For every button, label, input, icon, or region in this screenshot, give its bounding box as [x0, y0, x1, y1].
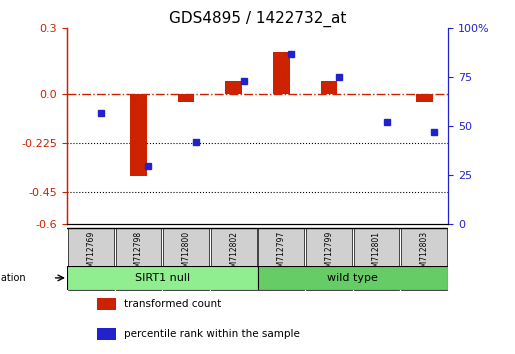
Text: percentile rank within the sample: percentile rank within the sample — [124, 329, 300, 339]
FancyBboxPatch shape — [306, 228, 352, 290]
Text: wild type: wild type — [328, 273, 378, 283]
FancyBboxPatch shape — [67, 266, 258, 290]
Bar — [273, 52, 289, 94]
Text: GSM712769: GSM712769 — [87, 231, 95, 278]
FancyBboxPatch shape — [258, 266, 448, 290]
FancyBboxPatch shape — [115, 228, 161, 290]
Bar — [321, 81, 337, 94]
Text: GSM712802: GSM712802 — [229, 231, 238, 277]
Text: genotype/variation: genotype/variation — [0, 273, 26, 283]
Text: SIRT1 null: SIRT1 null — [134, 273, 190, 283]
Text: GSM712799: GSM712799 — [324, 231, 333, 278]
Text: GSM712797: GSM712797 — [277, 231, 286, 278]
Text: GSM712801: GSM712801 — [372, 231, 381, 277]
FancyBboxPatch shape — [68, 228, 114, 290]
Bar — [97, 298, 116, 310]
Bar — [130, 94, 147, 176]
Title: GDS4895 / 1422732_at: GDS4895 / 1422732_at — [169, 11, 346, 27]
Bar — [416, 94, 433, 102]
FancyBboxPatch shape — [354, 228, 400, 290]
FancyBboxPatch shape — [163, 228, 209, 290]
Bar — [178, 94, 194, 102]
FancyBboxPatch shape — [211, 228, 256, 290]
FancyBboxPatch shape — [259, 228, 304, 290]
Text: GSM712798: GSM712798 — [134, 231, 143, 277]
FancyBboxPatch shape — [401, 228, 447, 290]
Text: GSM712800: GSM712800 — [182, 231, 191, 277]
Bar — [97, 328, 116, 340]
Bar — [226, 81, 242, 94]
Text: transformed count: transformed count — [124, 299, 221, 309]
Text: GSM712803: GSM712803 — [420, 231, 428, 277]
